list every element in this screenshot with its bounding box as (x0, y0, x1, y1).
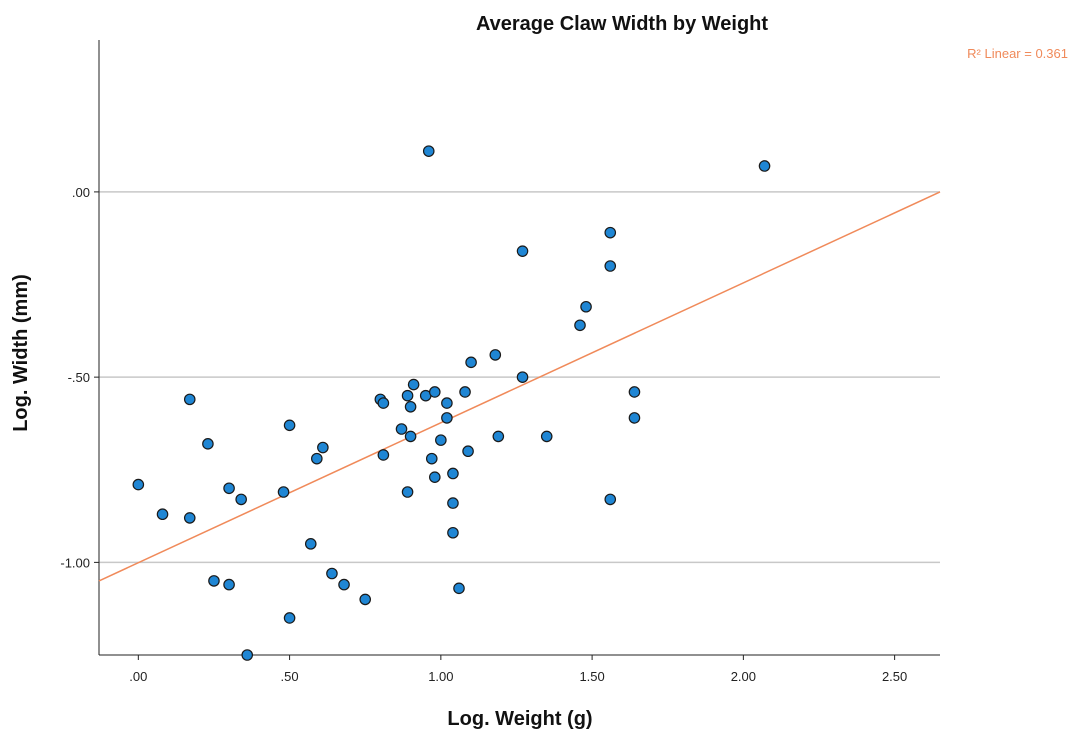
data-point (183, 512, 196, 524)
data-point (516, 371, 529, 383)
data-point (462, 445, 474, 458)
data-point (338, 578, 350, 591)
data-point (395, 423, 408, 435)
y-axis-title: Log. Width (mm) (10, 274, 32, 432)
axes (94, 40, 940, 660)
x-tick-label: .00 (129, 669, 147, 684)
data-point (283, 419, 296, 432)
data-point (235, 493, 247, 506)
data-point (183, 393, 196, 406)
chart-title: Average Claw Width by Weight (476, 13, 768, 35)
data-point (208, 575, 220, 587)
data-point (401, 389, 414, 402)
data-point (580, 300, 592, 313)
y-tick-label: -.50 (68, 370, 90, 385)
data-point (223, 578, 235, 591)
data-point (422, 145, 435, 157)
data-point (441, 412, 453, 424)
data-point (326, 567, 338, 580)
x-tick-label: 1.00 (428, 669, 453, 684)
data-point (516, 245, 529, 257)
data-point (447, 467, 459, 480)
data-point (223, 482, 235, 495)
x-tick-label: 1.50 (579, 669, 604, 684)
data-point (604, 260, 617, 272)
data-point (447, 526, 459, 539)
fit-line (98, 191, 941, 582)
data-point (628, 386, 641, 398)
data-point (540, 430, 553, 443)
x-tick-label: .50 (281, 669, 299, 684)
data-point (489, 349, 502, 361)
data-point (241, 649, 254, 661)
data-point (156, 508, 169, 521)
data-point (604, 493, 617, 506)
data-point (304, 538, 317, 550)
data-point (277, 486, 290, 498)
data-point (283, 612, 296, 624)
data-point (401, 486, 414, 498)
tick-labels: .00 .50 1.00 1.50 2.00 2.50 .00 -.50 -1.00 (60, 185, 907, 684)
data-point (404, 400, 417, 413)
fit-line-group (98, 191, 941, 582)
data-point (377, 397, 390, 409)
data-point (428, 386, 441, 398)
data-point (758, 160, 771, 172)
data-point (628, 412, 641, 424)
data-point (453, 582, 465, 595)
data-point (202, 438, 214, 450)
data-point (317, 441, 329, 454)
data-point (311, 452, 323, 465)
y-tick-label: -1.00 (60, 555, 90, 570)
data-point (492, 430, 505, 443)
x-axis-title: Log. Weight (g) (447, 708, 592, 730)
data-point (435, 434, 447, 446)
x-tick-label: 2.00 (731, 669, 756, 684)
x-tick-label: 2.50 (882, 669, 907, 684)
data-point (377, 449, 390, 461)
data-point (441, 397, 453, 409)
data-point (359, 593, 372, 606)
fit-line-label: R² Linear = 0.361 (967, 46, 1068, 61)
data-point (465, 356, 477, 369)
data-point (132, 478, 145, 491)
data-point (459, 386, 471, 398)
data-point (425, 452, 438, 465)
data-point (604, 226, 617, 239)
data-point (404, 430, 417, 443)
data-points (132, 145, 771, 661)
data-point (574, 319, 586, 332)
data-point (428, 471, 441, 483)
y-tick-label: .00 (72, 185, 90, 200)
data-point (407, 378, 420, 391)
data-point (447, 497, 459, 509)
